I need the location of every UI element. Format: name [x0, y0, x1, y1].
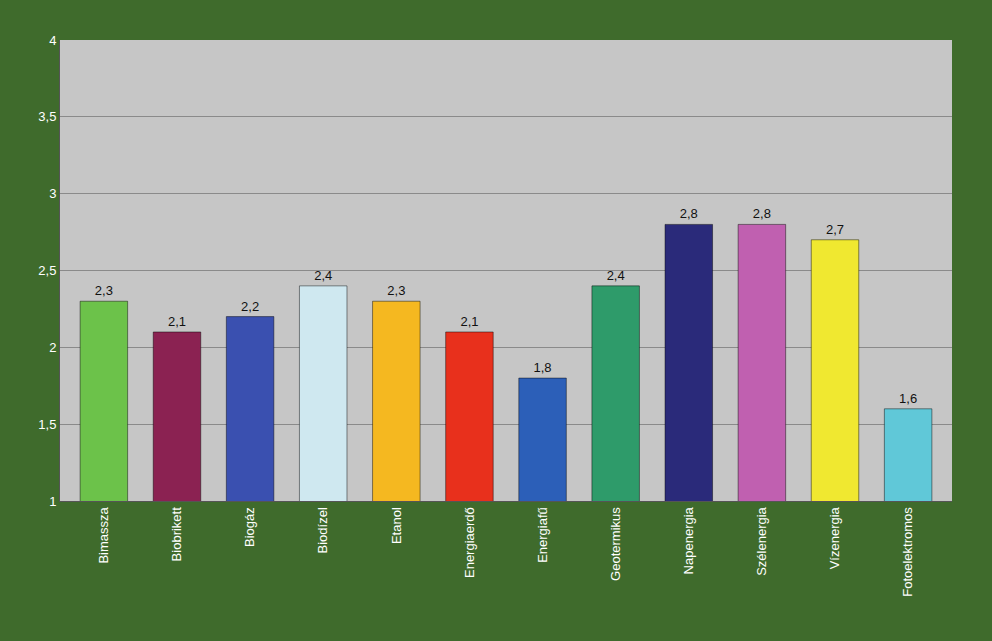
svg-text:1,8: 1,8 [534, 360, 552, 375]
svg-text:Napenergia: Napenergia [681, 506, 696, 574]
svg-text:Etanol: Etanol [389, 507, 404, 544]
svg-text:2,1: 2,1 [168, 314, 186, 329]
svg-text:2,5: 2,5 [38, 263, 56, 278]
svg-text:Fotoelektromos: Fotoelektromos [900, 507, 915, 597]
svg-text:1: 1 [49, 494, 56, 509]
svg-text:Szélenergia: Szélenergia [754, 506, 769, 575]
svg-text:2,8: 2,8 [753, 206, 771, 221]
svg-text:Biobrikett: Biobrikett [169, 507, 184, 562]
svg-text:Energiaerdő: Energiaerdő [462, 507, 477, 578]
svg-text:2,3: 2,3 [95, 283, 113, 298]
svg-text:2,4: 2,4 [607, 268, 625, 283]
svg-text:3: 3 [49, 186, 56, 201]
svg-text:Biogáz: Biogáz [242, 507, 257, 547]
svg-text:Geotermikus: Geotermikus [608, 507, 623, 581]
svg-text:2,2: 2,2 [241, 299, 259, 314]
svg-text:2,1: 2,1 [460, 314, 478, 329]
svg-text:1,5: 1,5 [38, 417, 56, 432]
svg-text:Energiafű: Energiafű [535, 507, 550, 563]
svg-text:2,7: 2,7 [826, 222, 844, 237]
svg-text:4: 4 [49, 33, 56, 48]
svg-text:2,8: 2,8 [680, 206, 698, 221]
svg-text:2,4: 2,4 [314, 268, 332, 283]
svg-text:2: 2 [49, 340, 56, 355]
svg-text:Vízenergia: Vízenergia [827, 506, 842, 569]
svg-text:Biodízel: Biodízel [315, 507, 330, 553]
svg-text:2,3: 2,3 [387, 283, 405, 298]
svg-text:3,5: 3,5 [38, 109, 56, 124]
svg-text:Bimassza: Bimassza [96, 506, 111, 563]
svg-text:1,6: 1,6 [899, 391, 917, 406]
